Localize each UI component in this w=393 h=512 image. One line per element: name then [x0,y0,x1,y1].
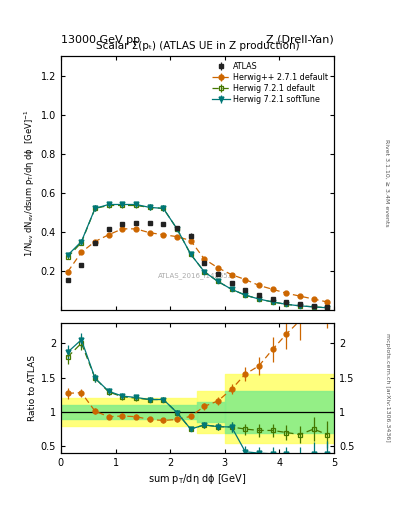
X-axis label: sum p$_\mathrm{T}$/dη dϕ [GeV]: sum p$_\mathrm{T}$/dη dϕ [GeV] [149,472,246,486]
Y-axis label: 1/N$_\mathrm{ev}$ dN$_\mathrm{ev}$/dsum p$_\mathrm{T}$/dη dϕ  [GeV]$^{-1}$: 1/N$_\mathrm{ev}$ dN$_\mathrm{ev}$/dsum … [22,109,37,257]
Legend: ATLAS, Herwig++ 2.7.1 default, Herwig 7.2.1 default, Herwig 7.2.1 softTune: ATLAS, Herwig++ 2.7.1 default, Herwig 7.… [211,60,330,105]
Text: Z (Drell-Yan): Z (Drell-Yan) [266,34,334,45]
Text: mcplots.cern.ch [arXiv:1306.3436]: mcplots.cern.ch [arXiv:1306.3436] [385,333,389,442]
Text: ATLAS_2016_I1426531: ATLAS_2016_I1426531 [158,272,237,280]
Y-axis label: Ratio to ATLAS: Ratio to ATLAS [28,355,37,421]
Title: Scalar Σ(pₜ) (ATLAS UE in Z production): Scalar Σ(pₜ) (ATLAS UE in Z production) [95,41,299,51]
Text: Rivet 3.1.10, ≥ 3.4M events: Rivet 3.1.10, ≥ 3.4M events [385,139,389,227]
Text: 13000 GeV pp: 13000 GeV pp [61,34,140,45]
